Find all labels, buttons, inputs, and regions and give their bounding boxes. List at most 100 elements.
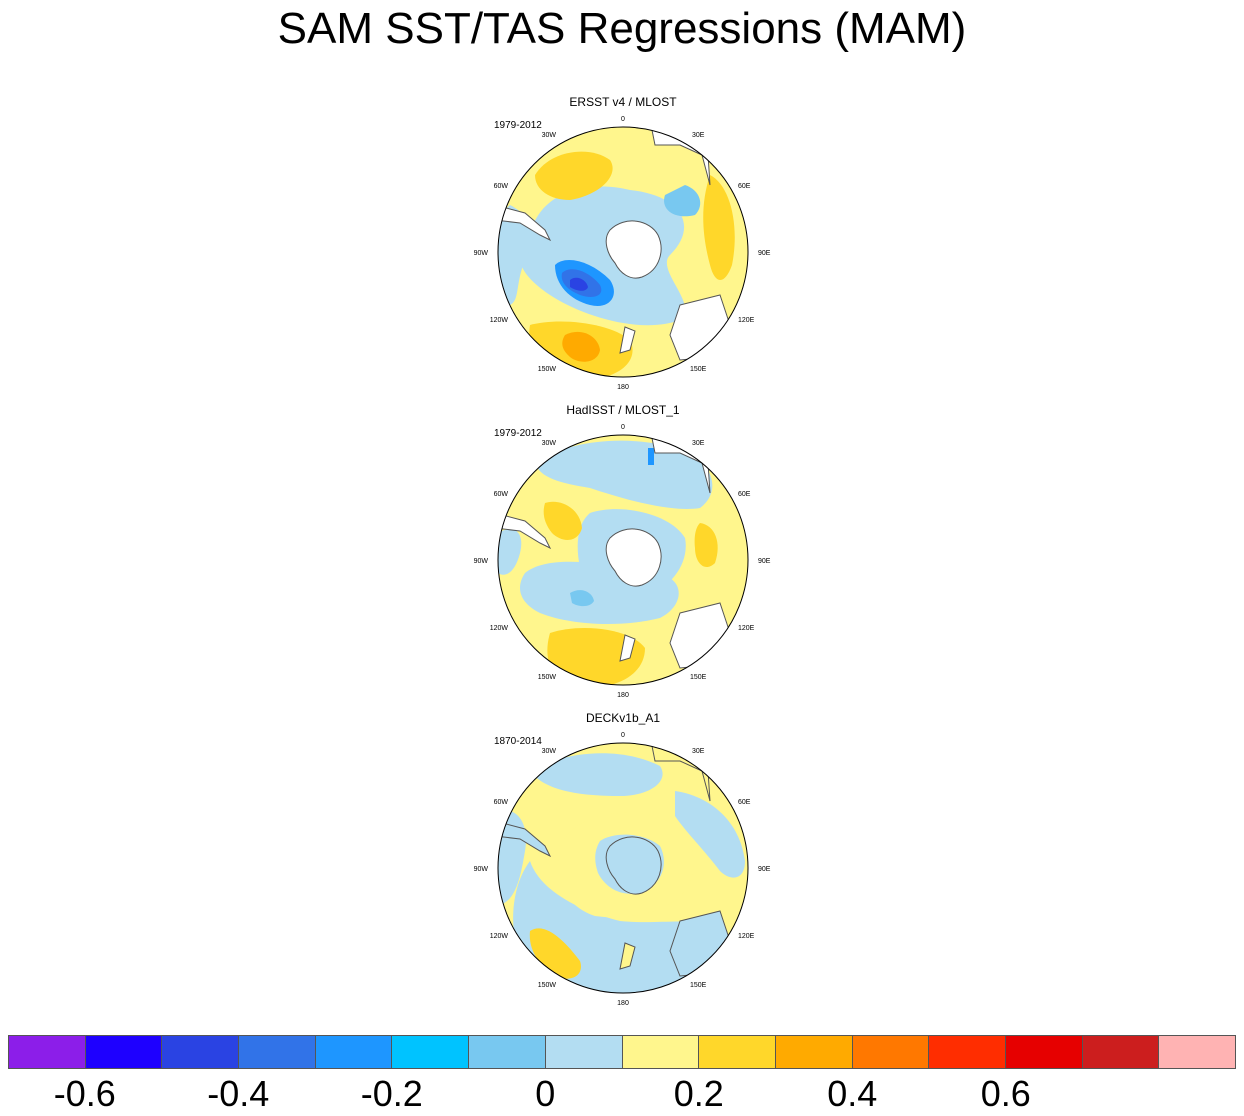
anomaly-neg-north [535,440,713,509]
lon-label-150e: 150E [690,982,707,989]
colorbar-box [314,1035,393,1069]
lon-label-0: 0 [621,732,625,739]
map-panel-hadisst: 0 30E 60E 90E 120E 150E 180 150W 120W 90… [470,403,776,703]
panel-period: 1870-2014 [494,736,542,747]
colorbar-box [774,1035,853,1069]
colorbar-tick-label: -0.4 [207,1073,270,1114]
lon-label-60e: 60E [738,491,751,498]
anomaly-pos-south [547,628,645,685]
colorbar-box [928,1035,1006,1069]
colorbar-tick-label: 0 [535,1073,556,1114]
map-border [497,434,749,686]
colorbar [8,1035,1236,1069]
anomaly-neg-spot [570,590,594,607]
lon-label-120w: 120W [490,933,509,940]
colorbar-box [851,1035,930,1069]
anomaly-pos-east [703,175,735,280]
colorbar-box [238,1035,316,1069]
anomaly-pos-south-core [562,331,600,362]
lon-label-60w: 60W [494,491,509,498]
lon-label-90w: 90W [474,250,489,257]
panel-period: 1979-2012 [494,120,542,131]
land-new-zealand [619,634,636,662]
land-antarctica [605,220,662,279]
lon-label-30w: 30W [542,748,557,755]
lon-label-150e: 150E [690,366,707,373]
lon-label-90e: 90E [758,250,771,257]
lon-label-150w: 150W [538,982,557,989]
lon-label-120e: 120E [738,933,755,940]
anomaly-pos-north [535,151,613,200]
anomaly-neg-core-inner [570,277,588,291]
anomaly-neg-west [498,529,522,575]
colorbar-box [1081,1035,1160,1069]
lon-label-30e: 30E [692,748,705,755]
colorbar-tick-label: 0.4 [827,1073,878,1114]
colorbar-box [1158,1035,1236,1069]
lon-label-180: 180 [617,384,629,391]
land-antarctica [605,836,662,895]
panel-title: HadISST / MLOST_1 [566,403,680,417]
lon-label-120w: 120W [490,317,509,324]
colorbar-tick-label: 0.6 [980,1073,1031,1114]
anomaly-neg-spot-2 [648,448,654,465]
colorbar-box [1004,1035,1083,1069]
anomaly-neg-north [530,753,663,796]
lon-label-120e: 120E [738,625,755,632]
anomaly-neg-west [498,205,533,305]
colorbar-tick-label: -0.6 [53,1073,116,1114]
colorbar-box [468,1035,546,1069]
lon-label-90w: 90W [474,866,489,873]
lon-label-60e: 60E [738,183,751,190]
colorbar-tick-label: -0.2 [360,1073,423,1114]
panel-period: 1979-2012 [494,428,542,439]
polar-map-hadisst: 0 30E 60E 90E 120E 150E 180 150W 120W 90… [474,424,771,699]
lon-label-90e: 90E [758,866,771,873]
lon-label-0: 0 [621,116,625,123]
map-panel-ersst: 0 30E 60E 90E 120E 150E 180 150W 120W 90… [470,95,776,395]
colorbar-box [621,1035,700,1069]
lon-label-30w: 30W [542,440,557,447]
anomaly-pos-west [543,501,582,540]
panel-title: ERSST v4 / MLOST [569,95,677,109]
panel-title: DECKv1b_A1 [585,711,661,725]
map-border [497,742,749,994]
colorbar-box [391,1035,470,1069]
anomaly-neg-ring [519,186,686,326]
polar-map-deck: 0 30E 60E 90E 120E 150E 180 150W 120W 90… [474,732,771,1007]
lon-label-90w: 90W [474,558,489,565]
anomaly-pos-south [529,928,581,979]
lon-label-30w: 30W [542,132,557,139]
colorbar-box [8,1035,86,1069]
anomaly-neg-east [675,791,745,878]
lon-label-90e: 90E [758,558,771,565]
anomaly-pos-east [694,523,718,568]
lon-label-120e: 120E [738,317,755,324]
colorbar-box [84,1035,163,1069]
lon-label-60w: 60W [494,183,509,190]
map-border [497,126,749,378]
lon-label-150e: 150E [690,674,707,681]
lon-label-180: 180 [617,692,629,699]
map-panel-deck: 0 30E 60E 90E 120E 150E 180 150W 120W 90… [470,711,776,1011]
lon-label-30e: 30E [692,440,705,447]
colorbar-box [544,1035,623,1069]
lon-label-150w: 150W [538,366,557,373]
polar-map-ersst: 0 30E 60E 90E 120E 150E 180 150W 120W 90… [474,116,771,391]
lon-label-150w: 150W [538,674,557,681]
colorbar-box [698,1035,776,1069]
lon-label-60w: 60W [494,799,509,806]
land-new-zealand [619,942,636,970]
land-antarctica [605,528,662,587]
figure-title: SAM SST/TAS Regressions (MAM) [277,4,967,53]
colorbar-box [161,1035,240,1069]
colorbar-tick-labels: -0.6 -0.4 -0.2 0 0.2 0.4 0.6 [0,1074,1244,1116]
land-new-zealand [619,326,636,354]
anomaly-neg-east [664,185,701,217]
lon-label-120w: 120W [490,625,509,632]
colorbar-tick-label: 0.2 [673,1073,724,1114]
lon-label-0: 0 [621,424,625,431]
lon-label-180: 180 [617,1000,629,1007]
lon-label-30e: 30E [692,132,705,139]
lon-label-60e: 60E [738,799,751,806]
